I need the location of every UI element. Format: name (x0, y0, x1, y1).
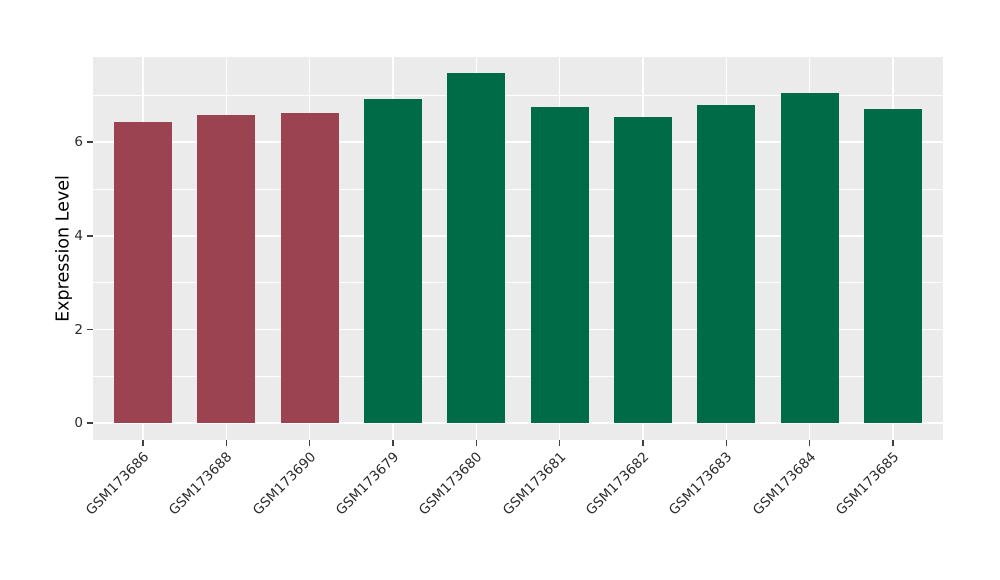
minor-gridline (93, 375, 943, 377)
plot-panel (93, 57, 943, 440)
bar-GSM173684 (780, 92, 839, 424)
bar-GSM173688 (197, 114, 256, 424)
y-axis-title: Expression Level (53, 175, 74, 322)
y-tick-label: 0 (74, 415, 83, 432)
bar-GSM173681 (530, 107, 589, 424)
major-gridline (93, 141, 943, 143)
x-tick-mark (225, 440, 228, 446)
y-tick-mark (87, 141, 93, 143)
bar-GSM173686 (114, 122, 172, 424)
major-gridline (93, 422, 943, 424)
y-tick-mark (87, 328, 93, 331)
x-tick-mark (308, 440, 311, 446)
x-tick-mark (558, 440, 561, 446)
x-tick-mark (475, 440, 478, 446)
bar-GSM173690 (280, 112, 339, 424)
y-tick-label: 2 (74, 321, 83, 338)
bar-GSM173682 (614, 117, 672, 424)
minor-gridline (93, 282, 943, 284)
x-tick-mark (392, 440, 394, 446)
x-tick-mark (642, 440, 644, 446)
bar-GSM173680 (447, 73, 506, 424)
y-tick-label: 6 (74, 134, 83, 151)
x-tick-mark (142, 440, 144, 446)
major-gridline (93, 328, 943, 331)
y-tick-label: 4 (74, 227, 83, 244)
bar-GSM173685 (864, 108, 922, 424)
major-gridline (93, 235, 943, 237)
x-tick-mark (892, 440, 894, 446)
x-tick-mark (808, 440, 811, 446)
y-tick-mark (87, 422, 93, 424)
bar-GSM173679 (364, 99, 422, 424)
bar-GSM173683 (697, 104, 756, 424)
y-tick-mark (87, 235, 93, 237)
minor-gridline (93, 188, 943, 190)
x-tick-mark (725, 440, 728, 446)
minor-gridline (93, 94, 943, 96)
